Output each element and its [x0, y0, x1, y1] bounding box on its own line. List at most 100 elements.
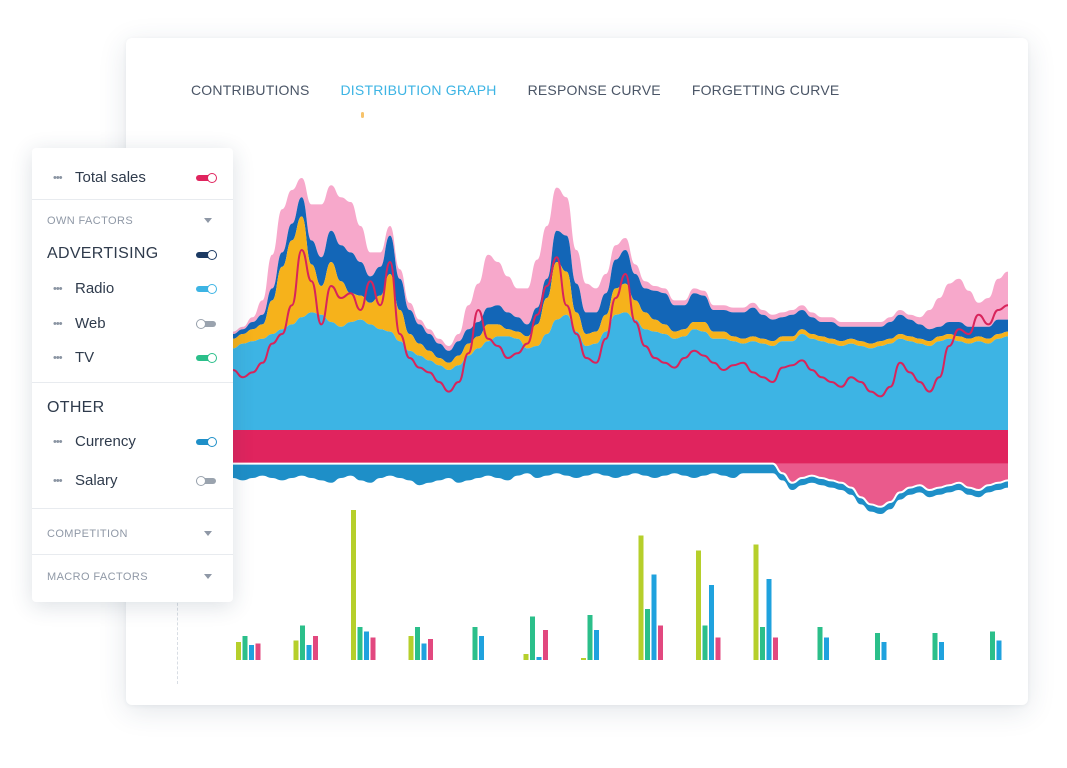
other-row: OTHER [32, 394, 233, 424]
area-series [233, 430, 1008, 464]
drag-handle-icon[interactable]: ••• [53, 352, 63, 364]
radio-toggle[interactable] [196, 284, 218, 294]
bar [587, 615, 593, 660]
own-factors-section[interactable]: OWN FACTORS [32, 206, 233, 236]
bar [300, 625, 305, 660]
drag-handle-icon[interactable]: ••• [53, 283, 63, 295]
bar [594, 630, 599, 660]
bar [472, 627, 478, 660]
total-sales-row[interactable]: ••• Total sales [32, 163, 233, 193]
bar [645, 609, 650, 660]
divider [32, 382, 233, 383]
bar [236, 642, 241, 660]
salary-label: Salary [75, 472, 118, 489]
macro-factors-label: MACRO FACTORS [47, 571, 148, 583]
bar [351, 510, 356, 660]
bar [421, 643, 427, 660]
bar [875, 633, 880, 660]
bar [313, 636, 318, 660]
series-separator [232, 462, 1009, 508]
bar [581, 658, 586, 660]
other-label: OTHER [47, 399, 105, 416]
active-tab-indicator [361, 112, 364, 118]
divider [32, 508, 233, 509]
factor-panel: ••• Total sales OWN FACTORS ADVERTISING … [32, 148, 233, 602]
bar [696, 550, 701, 660]
competition-section[interactable]: COMPETITION [32, 519, 233, 549]
macro-factors-section[interactable]: MACRO FACTORS [32, 562, 233, 592]
bar [658, 625, 663, 660]
bar [523, 654, 529, 660]
bar [881, 642, 887, 660]
drag-handle-icon[interactable]: ••• [53, 172, 63, 184]
tv-toggle[interactable] [196, 353, 218, 363]
bar [408, 636, 414, 660]
tv-label: TV [75, 349, 95, 366]
bar [293, 640, 299, 660]
advertising-label: ADVERTISING [47, 245, 159, 262]
bar [638, 535, 644, 660]
area-series [233, 463, 1008, 507]
bar [543, 630, 548, 660]
bar [370, 637, 376, 660]
bar [932, 633, 938, 660]
bar [530, 616, 535, 660]
salary-row[interactable]: ••• Salary [32, 466, 233, 496]
total-sales-label: Total sales [75, 169, 146, 186]
bar [306, 645, 312, 660]
bar [249, 645, 254, 660]
bar [536, 657, 542, 660]
total-sales-line [232, 248, 1009, 398]
bar [357, 627, 363, 660]
bar [255, 643, 261, 660]
area-series [233, 197, 1008, 363]
bar [479, 636, 484, 660]
currency-row[interactable]: ••• Currency [32, 427, 233, 457]
bar [824, 637, 829, 660]
bar-layers [236, 510, 1002, 660]
bar [766, 579, 772, 660]
advertising-row[interactable]: ADVERTISING [32, 240, 233, 270]
tab-response-curve[interactable]: RESPONSE CURVE [527, 82, 661, 98]
radio-row[interactable]: ••• Radio [32, 274, 233, 304]
bar [702, 625, 708, 660]
total-sales-toggle[interactable] [196, 173, 218, 183]
web-toggle[interactable] [196, 319, 218, 329]
currency-label: Currency [75, 433, 136, 450]
drag-handle-icon[interactable]: ••• [53, 436, 63, 448]
advertising-toggle[interactable] [196, 250, 218, 260]
web-row[interactable]: ••• Web [32, 309, 233, 339]
radio-label: Radio [75, 280, 115, 297]
tv-row[interactable]: ••• TV [32, 343, 233, 373]
chevron-down-icon[interactable] [204, 218, 212, 223]
tab-forgetting-curve[interactable]: FORGETTING CURVE [691, 82, 840, 98]
currency-toggle[interactable] [196, 437, 218, 447]
bar [817, 627, 823, 660]
bar [651, 574, 657, 660]
drag-handle-icon[interactable]: ••• [53, 475, 63, 487]
tab-bar: CONTRIBUTIONS DISTRIBUTION GRAPH RESPONS… [191, 82, 839, 98]
drag-handle-icon[interactable]: ••• [53, 318, 63, 330]
area-series [233, 312, 1008, 430]
divider [32, 199, 233, 200]
own-factors-label: OWN FACTORS [47, 215, 134, 227]
axis-guide-line [177, 598, 178, 684]
chevron-down-icon[interactable] [204, 574, 212, 579]
competition-label: COMPETITION [47, 528, 128, 540]
line-layers [232, 248, 1009, 508]
bar [715, 637, 721, 660]
salary-toggle[interactable] [196, 476, 218, 486]
bar [996, 640, 1002, 660]
bar [990, 631, 995, 660]
bar [428, 639, 433, 660]
area-series [233, 216, 1008, 370]
bar [242, 636, 248, 660]
bar [760, 627, 765, 660]
tab-contributions[interactable]: CONTRIBUTIONS [191, 82, 310, 98]
bar [773, 637, 778, 660]
divider [32, 554, 233, 555]
bar [753, 544, 759, 660]
chevron-down-icon[interactable] [204, 531, 212, 536]
tab-distribution-graph[interactable]: DISTRIBUTION GRAPH [340, 82, 497, 98]
